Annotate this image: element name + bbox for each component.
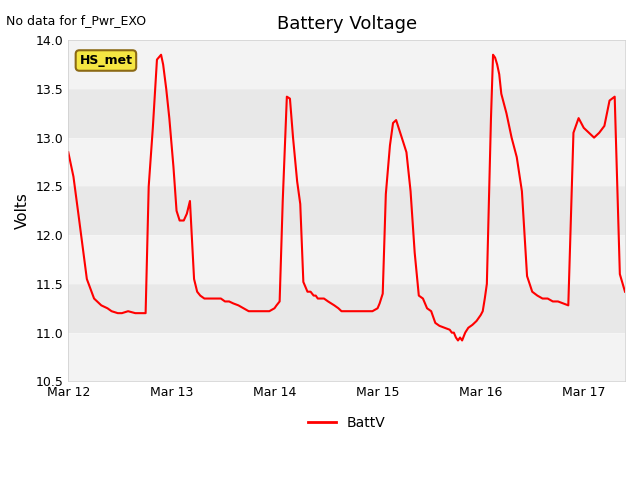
- Text: No data for f_Pwr_EXO: No data for f_Pwr_EXO: [6, 14, 147, 27]
- Bar: [68, 40, 625, 89]
- Legend: BattV: BattV: [302, 411, 391, 436]
- Text: HS_met: HS_met: [79, 54, 132, 67]
- Y-axis label: Volts: Volts: [15, 192, 30, 229]
- Bar: [68, 138, 625, 186]
- Bar: [68, 235, 625, 284]
- Bar: [68, 333, 625, 382]
- Title: Battery Voltage: Battery Voltage: [276, 15, 417, 33]
